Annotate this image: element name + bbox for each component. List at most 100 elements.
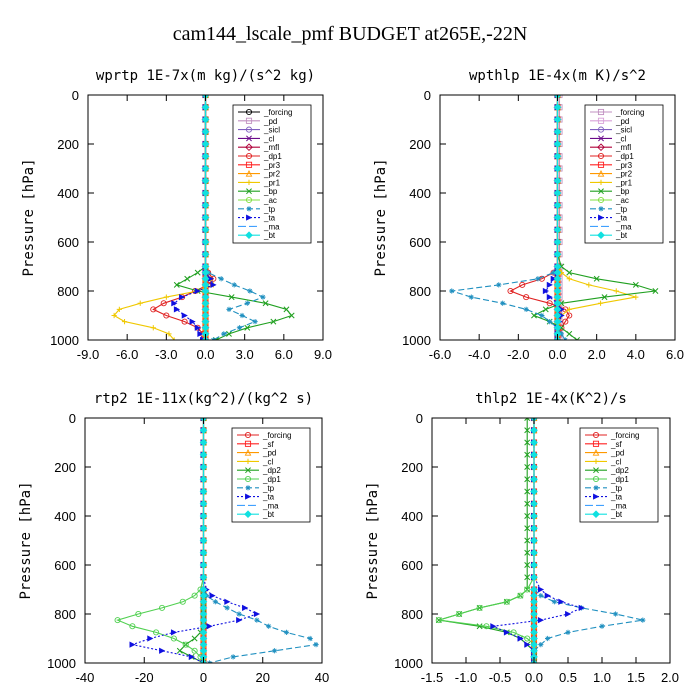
legend-label: _bt	[615, 231, 628, 240]
legend-marker	[244, 510, 252, 519]
data-point	[530, 524, 538, 533]
data-point	[260, 294, 266, 300]
data-point	[173, 306, 181, 313]
data-point	[503, 598, 510, 605]
legend-marker	[246, 135, 252, 142]
legend-marker	[593, 485, 599, 491]
y-tick-label: 400	[57, 186, 79, 201]
legend-marker	[246, 179, 252, 185]
x-tick-label: -6.0	[116, 347, 138, 362]
data-point	[574, 337, 581, 340]
data-point	[566, 312, 573, 319]
legend-marker	[597, 143, 605, 152]
data-point	[114, 617, 121, 624]
legend-label: _dp1	[615, 152, 634, 161]
legend-label: _mfl	[263, 143, 279, 152]
data-point	[553, 152, 562, 161]
data-point	[171, 337, 177, 340]
legend-label: _cl	[263, 134, 274, 143]
x-tick-label: -4.0	[468, 347, 490, 362]
legend-marker	[244, 448, 252, 456]
legend-label: _ma	[262, 501, 279, 510]
legend-label: _bt	[262, 510, 275, 519]
data-point	[496, 282, 502, 288]
data-point	[191, 635, 198, 642]
data-point	[135, 610, 142, 618]
panel-title: wpthlp 1E-4x(m K)/s^2	[469, 68, 646, 84]
data-point	[558, 331, 565, 337]
legend: _forcing_pd_sicl_cl_mfl_dp1_pr3_pr2_pr1_…	[584, 104, 664, 244]
x-tick-label: 40	[315, 670, 329, 685]
legend-label: _ta	[263, 214, 276, 223]
legend-label: _pr2	[263, 170, 281, 179]
data-point	[553, 238, 562, 246]
y-tick-label: 800	[401, 607, 423, 622]
data-point	[483, 623, 490, 630]
panel-3: rtp2 1E-11x(kg^2)/(kg^2 s) Pressure [hPa]…	[18, 391, 329, 685]
data-point	[500, 300, 506, 306]
data-point	[272, 648, 278, 654]
data-point	[507, 287, 514, 295]
legend-marker	[598, 179, 604, 185]
data-point	[538, 642, 544, 648]
data-point	[524, 574, 531, 581]
data-point	[524, 488, 531, 495]
x-tick-label: 0	[200, 670, 207, 685]
data-point	[652, 288, 659, 294]
panel-1: wprtp 1E-7x(m kg)/(s^2 kg) Pressure [hPa]…	[21, 68, 332, 362]
data-point	[283, 306, 290, 313]
legend-label: _dp1	[262, 475, 281, 484]
data-point	[542, 287, 550, 295]
data-point	[176, 647, 183, 654]
data-point	[523, 306, 529, 312]
legend-label: _tp	[262, 484, 275, 493]
data-point	[523, 294, 530, 301]
legend-marker	[245, 161, 253, 168]
legend-marker	[592, 510, 600, 519]
legend-marker	[598, 188, 604, 195]
data-point	[199, 499, 208, 508]
data-point	[147, 635, 154, 642]
data-point	[531, 312, 537, 319]
data-point	[307, 635, 313, 642]
data-point	[199, 536, 208, 545]
legend: _forcing_sf_pd_cl_dp2_dp1_tp_ta_ma_bt	[579, 427, 659, 523]
data-point	[194, 287, 201, 295]
data-point	[201, 115, 210, 124]
legend-marker	[245, 126, 253, 133]
legend-label: _tp	[615, 205, 628, 214]
data-point	[524, 464, 531, 470]
data-point	[184, 275, 191, 282]
data-point	[476, 623, 483, 630]
legend-marker	[592, 431, 600, 439]
data-point	[158, 604, 166, 611]
data-point	[199, 548, 208, 557]
data-point	[129, 641, 136, 648]
data-point	[170, 635, 177, 642]
data-point	[159, 647, 166, 654]
data-point	[244, 324, 251, 331]
data-point	[199, 512, 208, 520]
data-point	[545, 635, 551, 642]
data-point	[201, 164, 210, 173]
data-point	[242, 604, 249, 611]
x-tick-label: 6.0	[666, 347, 684, 362]
x-tick-label: -6.0	[429, 347, 451, 362]
data-point	[566, 269, 573, 276]
data-point	[510, 629, 517, 636]
data-point	[194, 324, 201, 331]
data-point	[553, 140, 562, 148]
legend-label: _ac	[263, 196, 277, 205]
data-point	[262, 300, 269, 307]
legend-marker	[597, 126, 605, 133]
data-point	[199, 463, 208, 471]
data-point	[524, 525, 531, 532]
x-tick-label: 4.0	[627, 347, 645, 362]
data-point	[524, 537, 531, 544]
data-point	[490, 623, 497, 630]
data-point	[553, 115, 562, 124]
series-line-tp	[451, 95, 566, 340]
data-point	[179, 294, 186, 301]
data-point	[558, 598, 565, 605]
legend-label: _ma	[263, 222, 280, 231]
